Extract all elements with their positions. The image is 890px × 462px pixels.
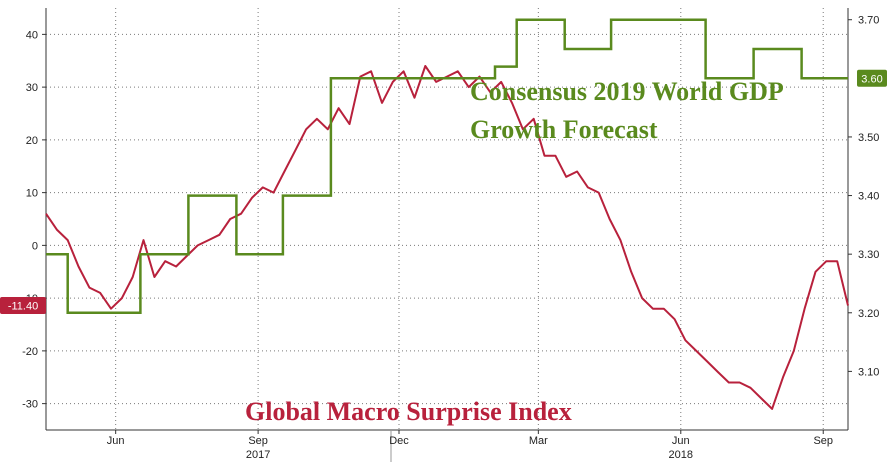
x-tick-label: Jun bbox=[672, 435, 690, 447]
badge-right-background bbox=[857, 69, 887, 87]
x-tick-label: Mar bbox=[529, 435, 548, 447]
left-tick-label: -20 bbox=[22, 346, 38, 358]
right-tick-label: 3.40 bbox=[858, 191, 879, 203]
last-value-gdp: 3.60 bbox=[861, 73, 882, 85]
x-tick-label: Sep bbox=[813, 435, 833, 447]
last-value-badge-right: 3.60 bbox=[857, 69, 887, 87]
last-value-badge-left: -11.40 bbox=[0, 297, 46, 314]
series-surprise-index-line bbox=[45, 65, 849, 410]
right-tick-label: 3.70 bbox=[858, 15, 879, 27]
last-value-surprise: -11.40 bbox=[8, 301, 38, 313]
left-tick-label: 0 bbox=[32, 240, 38, 252]
x-tick-label: Dec bbox=[389, 435, 409, 447]
annotation-gdp-line1: Consensus 2019 World GDP bbox=[470, 77, 784, 106]
annotation-surprise-index: Global Macro Surprise Index bbox=[245, 397, 572, 426]
annotation-gdp-line2: Growth Forecast bbox=[470, 115, 658, 144]
right-tick-label: 3.50 bbox=[858, 132, 879, 144]
x-year-label: 2018 bbox=[669, 449, 693, 461]
x-year-label: 2017 bbox=[246, 449, 270, 461]
x-tick-label: Jun bbox=[107, 435, 125, 447]
series-gdp-forecast-line bbox=[46, 18, 848, 315]
right-tick-label: 3.20 bbox=[858, 308, 879, 320]
left-tick-label: 10 bbox=[26, 188, 38, 200]
right-tick-label: 3.10 bbox=[858, 366, 879, 378]
series bbox=[45, 18, 849, 410]
left-tick-label: -30 bbox=[22, 399, 38, 411]
left-tick-label: 30 bbox=[26, 82, 38, 94]
badge-left-background bbox=[0, 297, 46, 314]
left-tick-label: 40 bbox=[26, 29, 38, 41]
axis-labels: 403020100-10-20-303.703.503.403.303.203.… bbox=[22, 15, 879, 461]
right-tick-label: 3.30 bbox=[858, 249, 879, 261]
left-tick-label: 20 bbox=[26, 135, 38, 147]
x-tick-label: Sep bbox=[248, 435, 268, 447]
grid bbox=[46, 8, 848, 430]
